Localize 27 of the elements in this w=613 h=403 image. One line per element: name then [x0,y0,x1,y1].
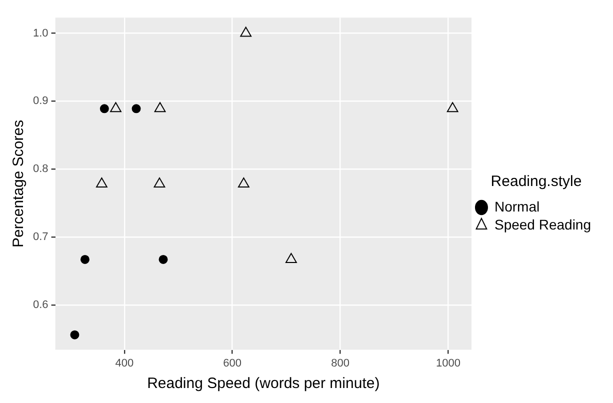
point [70,330,80,340]
point [96,178,108,188]
point [240,26,252,37]
y-tick-label: 0.8 [32,163,48,176]
point [100,104,109,114]
x-tick-label: 1000 [436,357,461,370]
x-tick-label: 600 [223,357,242,370]
y-tick-label: 0.7 [32,231,48,244]
point [154,178,166,188]
y-tick-label: 0.9 [32,95,48,108]
y-axis-title: Percentage Scores [10,120,28,248]
point [80,254,90,264]
point [154,102,166,112]
legend-title: Reading.style [490,173,582,190]
legend-label: Normal [494,198,540,214]
point [285,252,297,263]
y-tick-label: 0.6 [32,298,48,311]
point [238,178,250,188]
y-tick-label: 1.0 [32,27,48,40]
x-tick-label: 800 [331,357,350,370]
point [446,102,458,112]
point [158,254,168,264]
point [110,102,122,112]
legend-label: Speed Reading [494,216,592,232]
x-tick-label: 400 [115,357,134,370]
point [132,104,141,114]
x-axis-title: Reading Speed (words per minute) [147,375,380,392]
